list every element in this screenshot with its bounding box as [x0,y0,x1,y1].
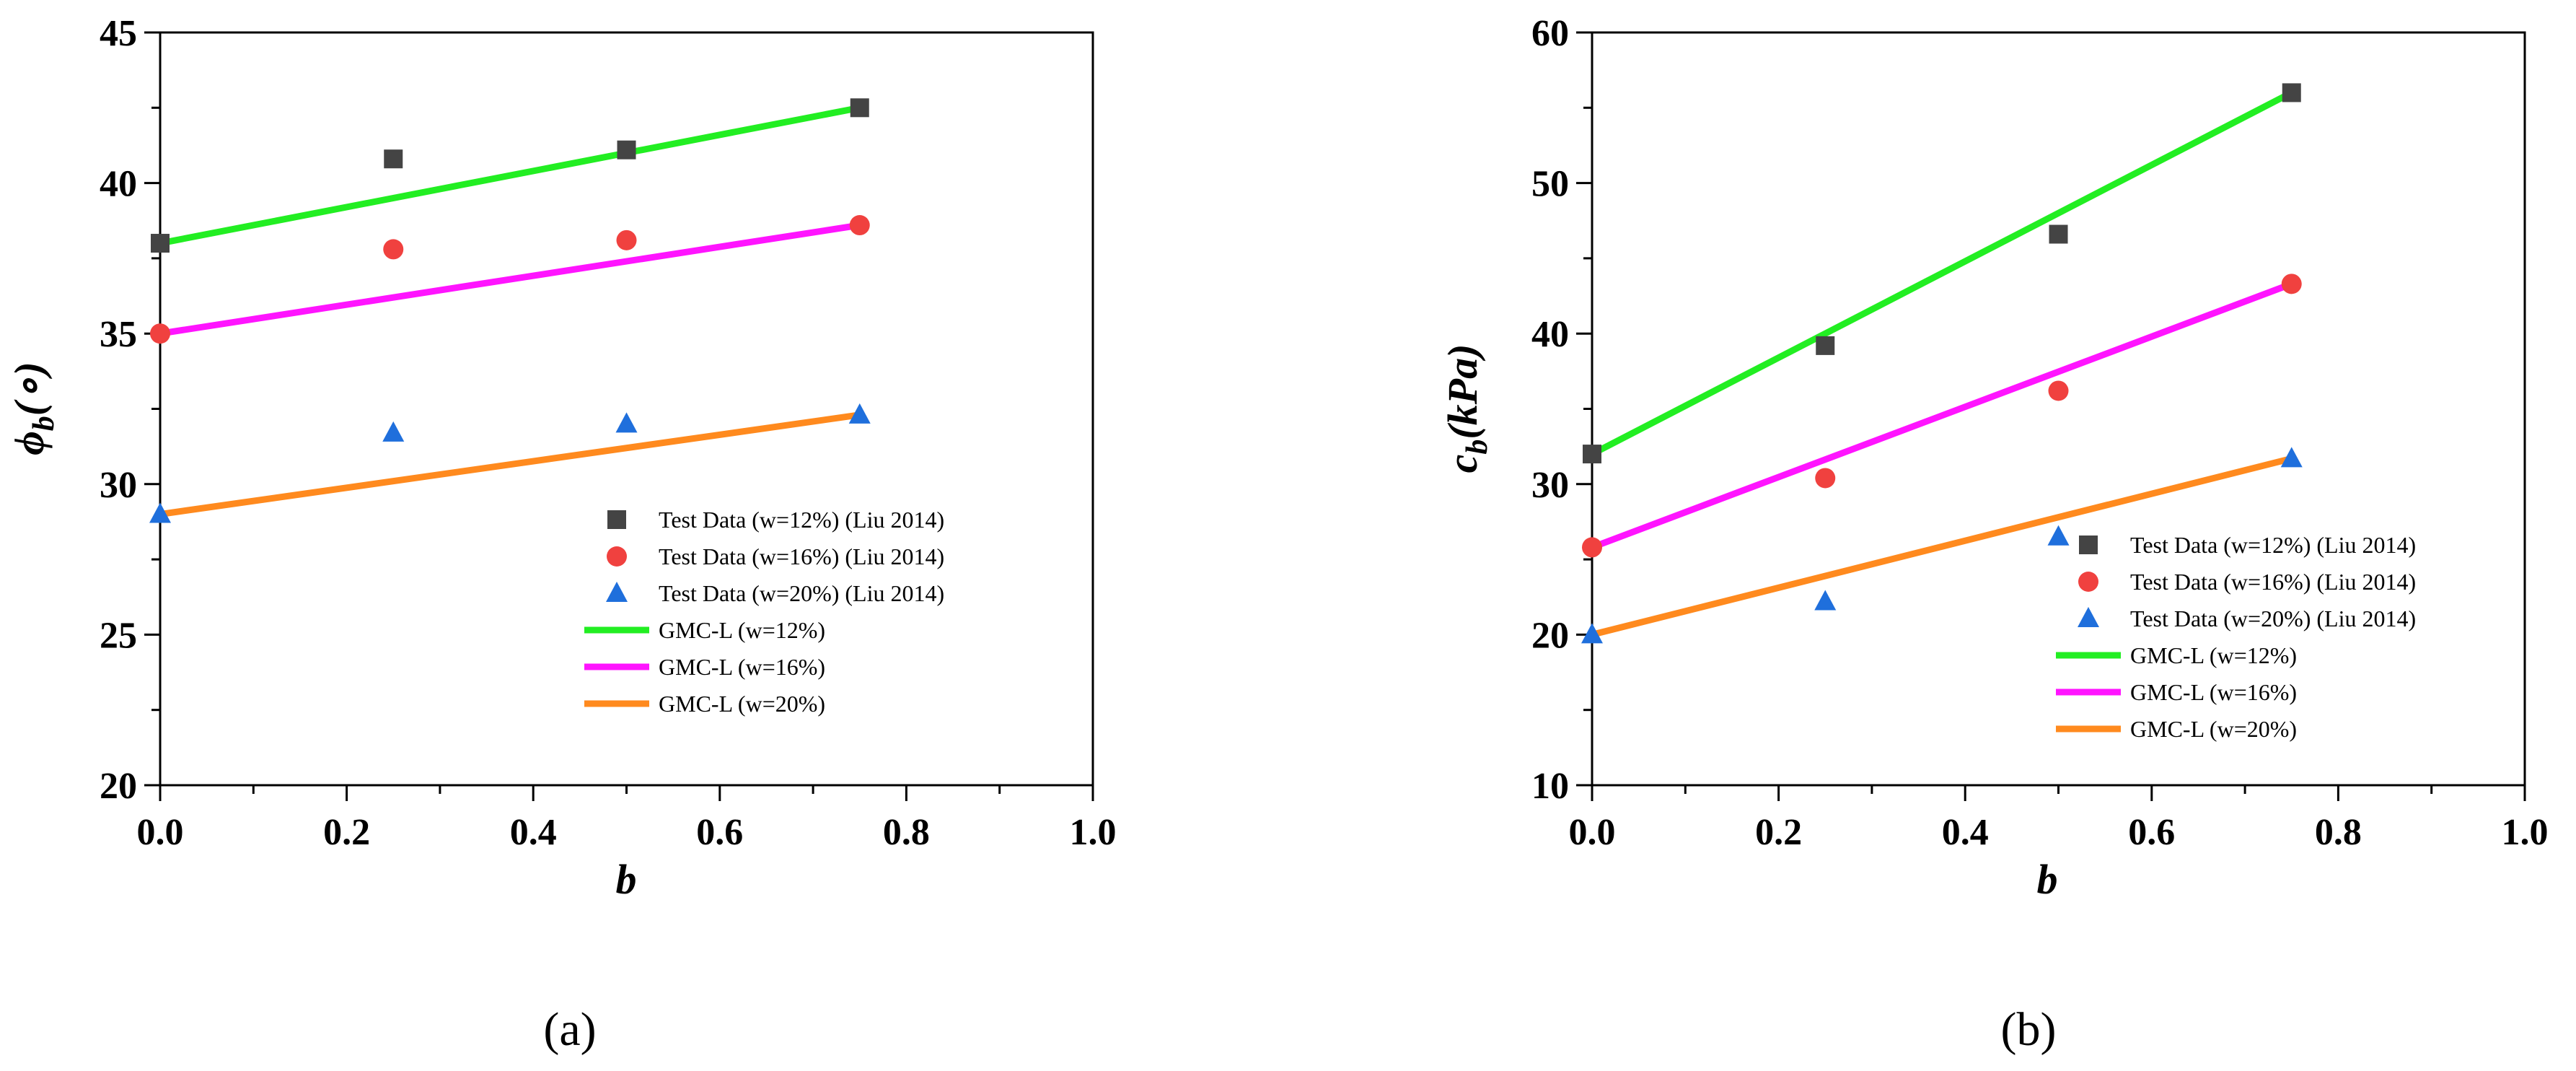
legend-entry: Test Data (w=20%) (Liu 2014) [659,580,944,606]
y-tick-label: 20 [1531,615,1569,656]
legend-entry: GMC-L (w=20%) [659,691,825,717]
panel-label: (a) [543,1003,596,1056]
y-axis-title-main: ϕ [6,431,53,455]
y-tick-label: 60 [1531,13,1569,54]
legend-entry: Test Data (w=16%) (Liu 2014) [2130,569,2416,595]
x-tick-label: 0.4 [1942,812,1989,853]
y-tick-label: 40 [100,164,137,205]
y-tick-label: 50 [1531,164,1569,205]
panel-label: (b) [2001,1003,2057,1056]
data-point-square [2049,224,2068,244]
legend-entry: GMC-L (w=16%) [2130,679,2297,705]
legend-entry: Test Data (w=20%) (Liu 2014) [2130,606,2416,631]
data-point-triangle [382,421,405,442]
fit-line-5 [1591,455,2293,638]
data-point-square [2282,83,2301,102]
data-point-triangle [1814,590,1837,611]
legend-entry: GMC-L (w=20%) [2130,716,2297,742]
legend-symbol-square [607,510,626,529]
fit-line-3 [1590,89,2293,458]
data-point-circle [2048,380,2069,401]
legend-entry: Test Data (w=12%) (Liu 2014) [2130,532,2416,558]
data-point-triangle [615,412,638,433]
data-point-circle [1815,468,1836,489]
fit-line-3 [159,104,861,247]
x-tick-label: 1.0 [2502,812,2549,853]
data-point-square [1583,445,1601,464]
x-tick-label: 0.6 [2128,812,2175,853]
y-axis-title: cb(kPa) [1439,344,1494,473]
legend-entry: GMC-L (w=16%) [659,654,825,680]
y-tick-label: 35 [100,314,137,355]
data-point-triangle [848,403,871,424]
data-point-triangle [1581,623,1603,644]
legend-entry: Test Data (w=12%) (Liu 2014) [659,507,944,533]
y-axis-title-subscript: b [27,416,61,431]
plot-frame [1591,31,2526,787]
data-point-circle [616,230,637,250]
y-axis-title-main: c [1439,455,1486,473]
legend-entry: GMC-L (w=12%) [2130,642,2297,668]
y-axis-title-unit: (∘) [6,362,53,416]
legend-symbol-triangle [606,582,628,602]
chart-panel-b: 0.0 0.2 0.4 0.6 0.8 1.0102030405060bcb(kPa)Te… [1439,13,2549,1056]
data-point-circle [849,215,870,236]
legend-entry: GMC-L (w=12%) [659,617,825,643]
y-tick-label: 25 [100,615,137,656]
y-axis-title-unit: (kPa) [1439,344,1486,440]
legend-symbol-circle [607,546,627,567]
data-point-circle [383,239,404,260]
data-point-triangle [2047,525,2070,546]
y-tick-label: 30 [1531,465,1569,506]
data-point-triangle [149,502,171,523]
data-point-circle [1582,537,1602,558]
legend-entry: Test Data (w=16%) (Liu 2014) [659,543,944,569]
x-tick-label: 0.0 [137,812,184,853]
legend-symbol-triangle [2078,607,2099,627]
fit-line-5 [159,411,861,517]
fit-line-4 [159,222,861,337]
x-axis-title: b [616,856,637,903]
data-point-square [850,98,869,118]
y-tick-label: 45 [100,13,137,54]
x-axis-title: b [2037,856,2058,903]
chart-panel-a: 0.0 0.2 0.4 0.6 0.8 1.0202530354045bϕb(∘)Test… [6,13,1117,1056]
data-point-square [1816,336,1835,355]
x-tick-label: 0.8 [883,812,930,853]
x-tick-label: 0.6 [696,812,743,853]
x-tick-label: 0.2 [323,812,370,853]
y-tick-label: 20 [100,766,137,807]
x-tick-label: 0.2 [1755,812,1802,853]
data-point-circle [150,323,170,344]
x-tick-label: 0.0 [1569,812,1616,853]
data-point-square [384,149,403,169]
y-tick-label: 30 [100,465,137,506]
y-axis-title: ϕb(∘) [6,362,61,455]
data-point-triangle [2280,447,2303,468]
y-axis-title-subscript: b [1461,440,1494,455]
data-point-square [617,140,636,159]
x-tick-label: 0.4 [510,812,557,853]
legend-symbol-circle [2078,572,2098,592]
y-tick-label: 40 [1531,314,1569,355]
x-tick-label: 0.8 [2315,812,2362,853]
y-tick-label: 10 [1531,766,1569,807]
data-point-circle [2281,274,2302,294]
fit-line-4 [1591,281,2293,551]
legend-symbol-square [2079,536,2098,554]
x-tick-label: 1.0 [1070,812,1117,853]
data-point-square [151,234,170,253]
